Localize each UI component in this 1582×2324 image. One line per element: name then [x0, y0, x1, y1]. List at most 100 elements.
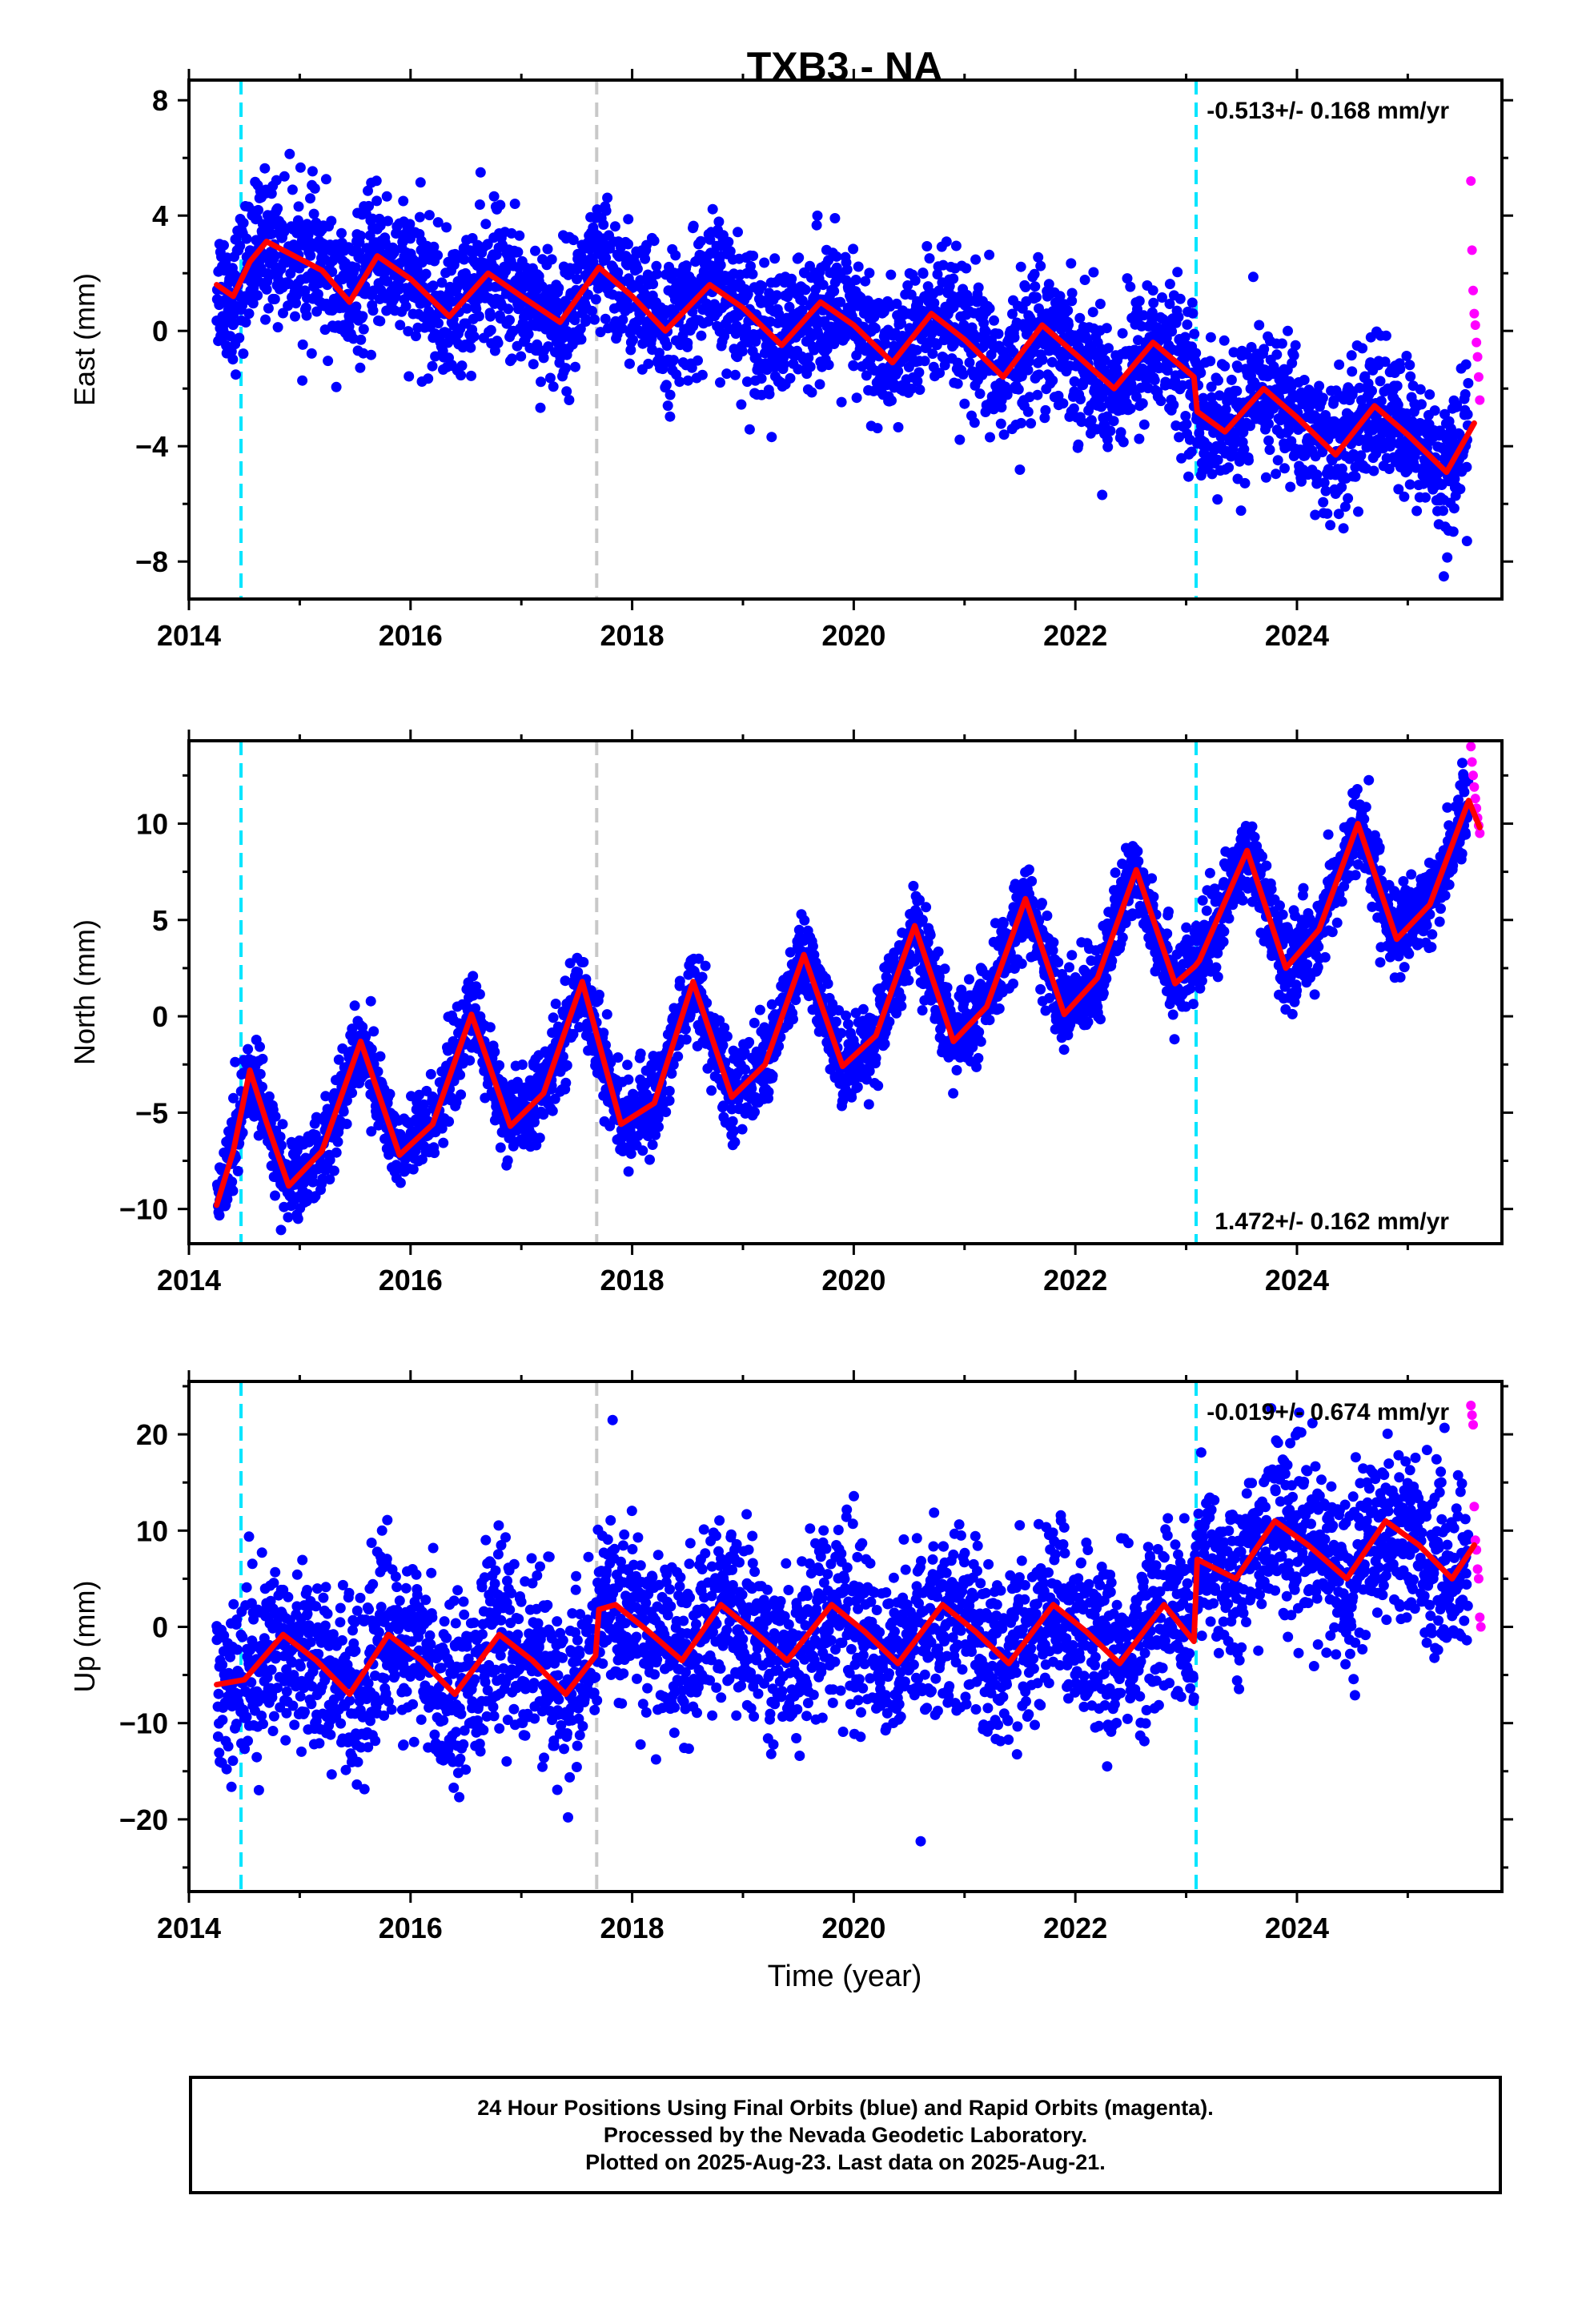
data-point	[886, 395, 897, 406]
data-point	[332, 1136, 343, 1148]
data-point	[371, 175, 382, 187]
data-point	[725, 246, 736, 257]
data-point	[648, 235, 660, 247]
data-point	[1220, 404, 1231, 415]
data-point	[404, 219, 416, 230]
data-point	[1354, 382, 1365, 393]
data-point	[1034, 369, 1045, 380]
data-point	[436, 277, 448, 288]
data-point	[1314, 380, 1325, 392]
data-point	[306, 348, 317, 359]
x-tick-label: 2024	[1265, 619, 1329, 652]
data-point	[441, 222, 452, 233]
data-point	[355, 362, 366, 373]
data-point	[263, 303, 274, 314]
data-point	[428, 280, 439, 292]
data-point	[273, 274, 284, 285]
data-point	[569, 315, 580, 326]
data-point	[744, 424, 755, 435]
data-point	[823, 360, 834, 371]
data-point	[632, 263, 643, 275]
data-point	[470, 1003, 481, 1014]
data-point	[326, 215, 337, 227]
data-point	[719, 331, 730, 342]
data-point	[912, 376, 923, 387]
data-point	[1223, 462, 1235, 473]
data-point	[1024, 392, 1035, 403]
data-point	[1016, 417, 1026, 428]
rapid-orbit-point	[1473, 372, 1484, 382]
data-point	[485, 324, 496, 336]
data-point	[954, 434, 966, 445]
data-point	[681, 260, 692, 271]
data-point	[921, 241, 933, 251]
data-point	[624, 358, 635, 369]
data-point	[320, 1091, 331, 1102]
data-point	[367, 305, 379, 316]
data-point	[291, 298, 302, 309]
data-point	[715, 259, 726, 271]
data-point	[557, 1051, 568, 1062]
data-point	[1245, 420, 1255, 432]
data-point	[612, 267, 624, 278]
data-point	[673, 1051, 684, 1062]
data-point	[686, 362, 697, 373]
data-point	[1343, 493, 1354, 504]
data-point	[1346, 350, 1357, 361]
data-point	[805, 361, 816, 372]
data-point	[328, 1165, 339, 1176]
data-point	[836, 396, 847, 408]
data-point	[1079, 275, 1090, 285]
data-point	[1046, 356, 1058, 368]
data-point	[1260, 472, 1271, 483]
data-point	[488, 191, 500, 202]
data-point	[1357, 343, 1368, 354]
data-point	[360, 1031, 371, 1042]
data-point	[1368, 465, 1379, 476]
data-point	[474, 989, 485, 999]
data-point	[1206, 392, 1217, 403]
rapid-orbit-point	[1472, 352, 1483, 362]
data-point	[625, 344, 636, 356]
data-point	[766, 432, 777, 443]
data-point	[939, 360, 950, 371]
data-point	[355, 334, 367, 345]
data-point	[368, 1026, 379, 1037]
data-point	[423, 373, 434, 384]
data-point	[1334, 359, 1345, 370]
data-point	[754, 1004, 765, 1015]
data-point	[568, 235, 579, 246]
data-point	[1043, 279, 1054, 290]
data-point	[433, 318, 444, 329]
data-point	[891, 298, 902, 309]
data-point	[628, 334, 638, 345]
data-point	[538, 1109, 549, 1120]
data-point	[688, 220, 699, 231]
final-orbit-points	[211, 758, 1474, 1236]
plot-area	[211, 80, 1485, 599]
data-point	[429, 1148, 440, 1159]
plot-frame	[187, 78, 1504, 601]
data-point	[227, 1176, 238, 1188]
data-point	[475, 167, 486, 178]
data-point	[1375, 376, 1386, 387]
data-point	[767, 1070, 778, 1081]
data-point	[383, 215, 393, 227]
data-point	[455, 1069, 466, 1080]
data-point	[366, 1126, 377, 1137]
data-point	[1393, 484, 1404, 495]
data-point	[347, 1088, 358, 1099]
data-point	[707, 203, 718, 215]
data-point	[560, 1077, 572, 1088]
data-point	[773, 309, 785, 320]
data-point	[542, 243, 553, 255]
data-point	[307, 1176, 319, 1188]
rapid-orbit-point	[1467, 245, 1477, 255]
data-point	[756, 373, 767, 384]
data-point	[561, 1059, 572, 1071]
data-point	[814, 379, 825, 390]
data-point	[664, 1085, 675, 1096]
data-point	[350, 262, 361, 273]
data-point	[388, 247, 400, 258]
data-point	[514, 230, 525, 241]
